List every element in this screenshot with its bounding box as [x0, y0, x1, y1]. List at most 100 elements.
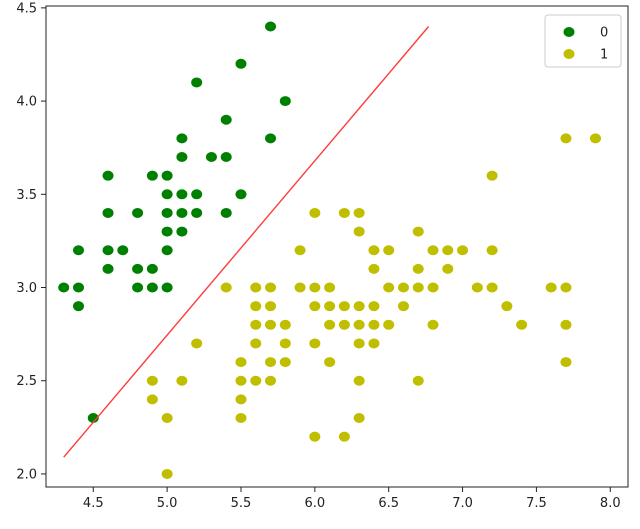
- y-tick-label: 2.0: [16, 467, 37, 482]
- data-point: [265, 375, 277, 386]
- data-point: [250, 319, 262, 330]
- data-point: [146, 170, 158, 181]
- data-point: [427, 245, 439, 256]
- data-point: [309, 431, 321, 442]
- data-point: [161, 468, 173, 479]
- data-point: [235, 375, 247, 386]
- data-point: [220, 207, 232, 218]
- data-point: [176, 207, 188, 218]
- decision-line-layer: [63, 26, 430, 458]
- data-point: [220, 282, 232, 293]
- legend-label: 0: [600, 26, 608, 41]
- data-point: [72, 245, 84, 256]
- data-point: [338, 207, 350, 218]
- data-point: [205, 152, 217, 163]
- data-point: [176, 375, 188, 386]
- x-tick-label: 7.0: [452, 496, 473, 511]
- series-1: [146, 133, 602, 479]
- data-point: [146, 263, 158, 274]
- data-point: [102, 207, 114, 218]
- data-point: [265, 21, 277, 32]
- data-point: [324, 319, 336, 330]
- data-point: [338, 431, 350, 442]
- data-point: [412, 375, 424, 386]
- data-point: [250, 301, 262, 312]
- data-point: [353, 375, 365, 386]
- data-point: [161, 282, 173, 293]
- data-point: [294, 245, 306, 256]
- data-point: [560, 282, 572, 293]
- data-point: [102, 170, 114, 181]
- x-tick-label: 4.5: [83, 496, 104, 511]
- data-point: [250, 375, 262, 386]
- legend: 01: [544, 14, 622, 68]
- data-point: [397, 301, 409, 312]
- plot-area-border: [45, 5, 629, 488]
- y-tick-label: 4.0: [16, 95, 37, 110]
- data-point: [132, 263, 144, 274]
- legend-marker: [563, 49, 575, 59]
- data-point: [72, 301, 84, 312]
- y-tick-label: 3.5: [16, 188, 37, 203]
- data-point: [235, 413, 247, 424]
- data-point: [590, 133, 602, 144]
- data-point: [279, 319, 291, 330]
- data-point: [279, 338, 291, 349]
- data-point: [235, 394, 247, 405]
- data-point: [176, 226, 188, 237]
- data-point: [161, 245, 173, 256]
- data-point: [338, 301, 350, 312]
- series-0: [58, 21, 291, 424]
- x-tick-label: 6.0: [304, 496, 325, 511]
- data-point: [235, 189, 247, 200]
- data-point: [427, 282, 439, 293]
- data-point: [132, 207, 144, 218]
- y-tick-label: 3.0: [16, 281, 37, 296]
- data-point: [353, 338, 365, 349]
- x-tick-label: 8.0: [600, 496, 621, 511]
- x-tick-label: 5.0: [157, 496, 178, 511]
- data-point: [353, 413, 365, 424]
- y-tick-label: 4.5: [16, 1, 37, 16]
- data-point: [471, 282, 483, 293]
- data-point: [383, 245, 395, 256]
- data-point: [560, 357, 572, 368]
- data-point: [427, 319, 439, 330]
- data-point: [383, 319, 395, 330]
- data-point: [191, 189, 203, 200]
- data-point: [294, 282, 306, 293]
- data-point: [191, 338, 203, 349]
- data-point: [353, 207, 365, 218]
- data-point: [324, 282, 336, 293]
- data-point: [368, 301, 380, 312]
- data-point: [486, 282, 498, 293]
- data-point: [412, 282, 424, 293]
- data-point: [457, 245, 469, 256]
- data-point: [368, 263, 380, 274]
- data-point: [176, 152, 188, 163]
- data-point: [353, 226, 365, 237]
- data-point: [412, 263, 424, 274]
- data-point: [132, 282, 144, 293]
- data-point: [309, 207, 321, 218]
- x-tick-label: 5.5: [231, 496, 252, 511]
- y-axis-ticks: 2.0 2.5 3.0 3.5 4.0 4.5: [16, 1, 46, 482]
- data-point: [324, 301, 336, 312]
- data-point: [368, 319, 380, 330]
- data-point: [161, 226, 173, 237]
- data-point: [560, 133, 572, 144]
- data-point: [368, 338, 380, 349]
- decision-boundary-line: [63, 26, 430, 458]
- data-point: [146, 394, 158, 405]
- data-point: [309, 301, 321, 312]
- data-point: [265, 357, 277, 368]
- data-point: [235, 58, 247, 69]
- data-point: [368, 245, 380, 256]
- data-point: [412, 226, 424, 237]
- legend-box: [544, 14, 622, 68]
- data-point: [545, 282, 557, 293]
- data-point: [191, 207, 203, 218]
- data-point: [161, 189, 173, 200]
- data-point: [338, 319, 350, 330]
